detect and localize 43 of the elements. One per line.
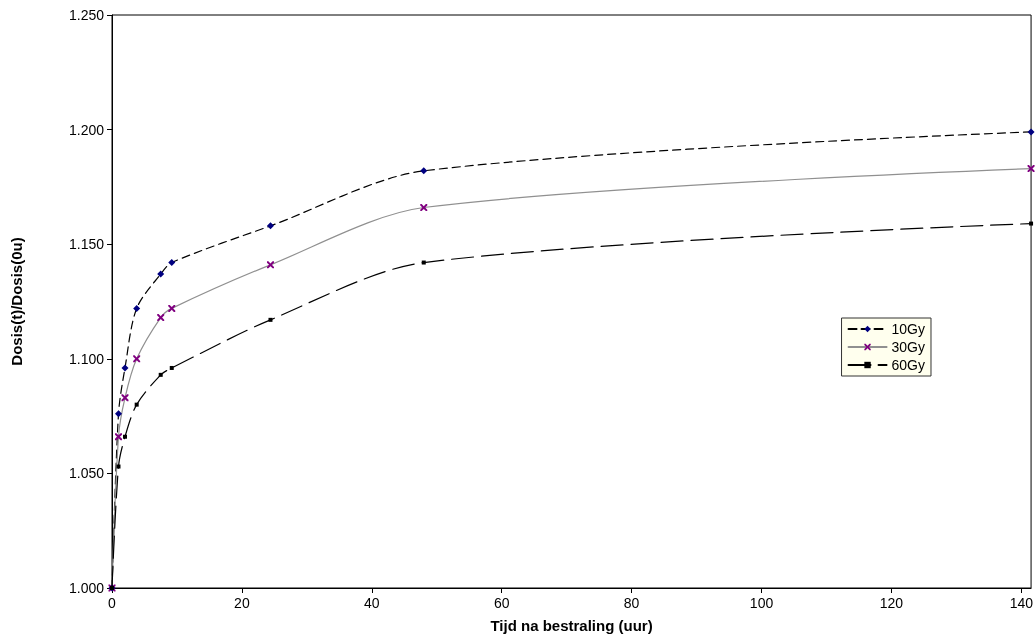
y-tick-label: 1.250 [68, 7, 105, 23]
legend-label: 10Gy [891, 321, 926, 337]
y-tick-label: 1.200 [68, 121, 105, 138]
point [168, 304, 176, 312]
point [1029, 221, 1034, 226]
point [420, 167, 428, 175]
x-tick-label: 100 [749, 595, 774, 611]
y-tick-label: 1.150 [68, 236, 105, 253]
point [121, 364, 129, 372]
point [157, 270, 165, 278]
point [266, 222, 274, 230]
y-tick-label: 1.050 [68, 465, 105, 482]
point [133, 304, 141, 312]
point [421, 260, 426, 265]
point [121, 394, 129, 402]
point [169, 365, 174, 370]
x-tick-label: 120 [879, 595, 904, 611]
point [158, 372, 163, 377]
point [1027, 128, 1035, 136]
point [420, 204, 428, 212]
point [1027, 165, 1035, 173]
point [157, 314, 165, 322]
point [116, 464, 121, 469]
x-tick-label: 20 [234, 595, 250, 611]
point [122, 434, 127, 439]
point [134, 402, 139, 407]
y-axis-title: Dosis(t)/Dosis(0u) [8, 237, 25, 366]
legend-label: 30Gy [891, 339, 926, 355]
legend-label: 60Gy [891, 357, 926, 373]
point [133, 355, 141, 363]
x-axis-title: Tijd na bestraling (uur) [490, 617, 653, 634]
x-tick-label: 40 [364, 595, 380, 611]
point [268, 317, 273, 322]
y-tick-label: 1.000 [68, 580, 105, 596]
x-tick-label: 80 [623, 595, 640, 611]
point [115, 433, 122, 441]
x-tick-label: 0 [108, 595, 117, 611]
x-tick-label: 60 [493, 595, 510, 611]
point [115, 410, 122, 418]
point [168, 259, 176, 267]
x-tick-label: 140 [1009, 595, 1034, 611]
point [266, 261, 274, 269]
y-tick-label: 1.100 [68, 350, 105, 367]
